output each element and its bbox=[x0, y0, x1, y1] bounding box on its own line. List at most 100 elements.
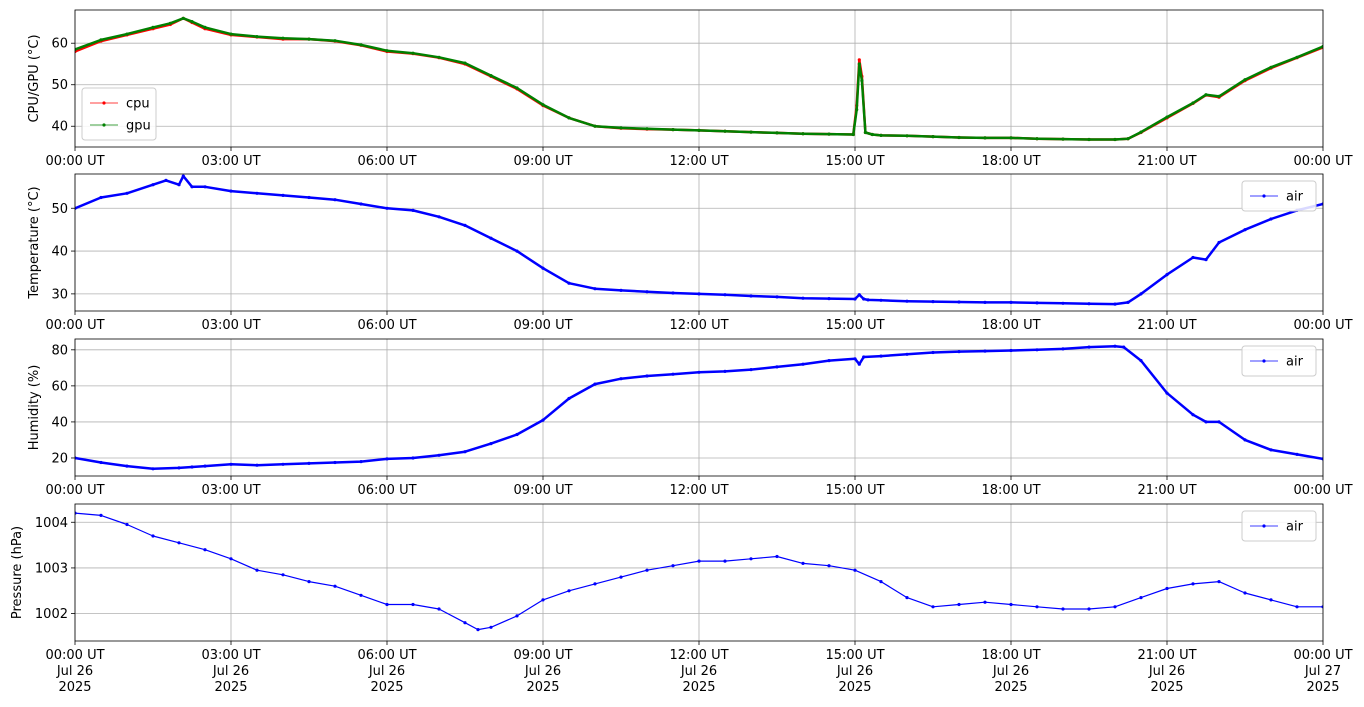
data-point-air bbox=[1139, 292, 1143, 296]
data-point-air bbox=[697, 292, 701, 296]
x-tick-label: 21:00 UT bbox=[1137, 483, 1196, 498]
data-point-air bbox=[99, 460, 103, 465]
panel-1: 00:00 UT 03:00 UT 06:00 UT 09:00 UT 12:00 UT… bbox=[27, 9, 1353, 169]
data-point-air bbox=[476, 628, 480, 632]
data-point-air bbox=[1191, 255, 1195, 260]
data-point-air bbox=[567, 281, 571, 285]
data-point-air bbox=[229, 462, 233, 466]
x-tick-label: 00:00 UT bbox=[45, 154, 104, 169]
data-point-gpu bbox=[645, 127, 649, 131]
data-point-air bbox=[853, 357, 857, 361]
data-point-air bbox=[749, 294, 753, 298]
x-tick-label: 06:00 UT bbox=[357, 483, 416, 498]
data-point-air bbox=[1035, 301, 1039, 305]
data-point-air bbox=[567, 589, 571, 593]
plot-area bbox=[75, 16, 1323, 142]
data-point-air bbox=[1165, 391, 1169, 395]
data-point-air bbox=[983, 600, 987, 604]
data-point-air bbox=[749, 368, 753, 372]
data-point-air bbox=[775, 554, 779, 559]
data-point-air bbox=[593, 382, 597, 386]
data-point-air bbox=[515, 614, 519, 618]
data-point-air bbox=[333, 584, 337, 588]
data-point-air bbox=[879, 580, 883, 584]
y-tick-label: 1003 bbox=[35, 561, 68, 576]
data-point-air bbox=[697, 370, 701, 374]
data-point-air bbox=[931, 350, 935, 355]
data-point-air bbox=[1269, 217, 1273, 221]
x-tick-label: 21:00 UT bbox=[1137, 648, 1196, 663]
legend: air bbox=[1241, 180, 1317, 212]
y-tick-label: 20 bbox=[51, 451, 68, 466]
x-tick-date-label: Jul 26 bbox=[680, 664, 717, 679]
data-point-air bbox=[905, 352, 909, 356]
data-point-air bbox=[1061, 607, 1065, 611]
x-tick-year-label: 2025 bbox=[58, 680, 91, 695]
legend-marker-cpu bbox=[102, 101, 106, 105]
x-tick-date-label: Jul 26 bbox=[992, 664, 1029, 679]
y-axis-label: Pressure (hPa) bbox=[10, 526, 25, 619]
data-point-gpu bbox=[489, 74, 493, 78]
x-tick-year-label: 2025 bbox=[1306, 680, 1339, 695]
legend-label-gpu: gpu bbox=[126, 119, 151, 134]
data-point-air bbox=[164, 178, 168, 182]
data-point-air bbox=[1295, 605, 1299, 609]
data-point-air bbox=[1243, 438, 1247, 442]
y-axis-label: Humidity (%) bbox=[27, 365, 42, 451]
axes-frame bbox=[74, 173, 1324, 312]
data-point-air bbox=[749, 557, 753, 561]
data-point-air bbox=[827, 564, 831, 568]
data-point-air bbox=[1165, 273, 1169, 277]
x-tick-date-label: Jul 26 bbox=[212, 664, 249, 679]
x-tick-label: 00:00 UT bbox=[45, 483, 104, 498]
y-tick-label: 80 bbox=[51, 343, 68, 358]
legend: cpu gpu bbox=[81, 87, 157, 141]
data-point-air bbox=[645, 568, 649, 572]
x-tick-label: 09:00 UT bbox=[513, 154, 572, 169]
x-tick-year-label: 2025 bbox=[838, 680, 871, 695]
data-point-air bbox=[1087, 345, 1091, 349]
data-point-air bbox=[437, 607, 441, 611]
data-point-air bbox=[1035, 605, 1039, 609]
axes-frame bbox=[74, 503, 1324, 642]
data-point-air bbox=[515, 249, 519, 253]
data-point-air bbox=[437, 215, 441, 219]
data-point-air bbox=[1243, 228, 1247, 232]
legend: air bbox=[1241, 510, 1317, 542]
data-point-air bbox=[905, 596, 909, 600]
data-point-gpu bbox=[1204, 93, 1208, 97]
x-tick-label: 00:00 UT bbox=[1293, 648, 1352, 663]
data-point-air bbox=[203, 185, 207, 189]
legend-label-air: air bbox=[1286, 520, 1304, 535]
data-point-air bbox=[1009, 348, 1013, 353]
data-point-air bbox=[723, 293, 727, 297]
data-point-air bbox=[1113, 344, 1117, 348]
x-tick-year-label: 2025 bbox=[526, 680, 559, 695]
data-point-gpu bbox=[1139, 130, 1143, 134]
data-point-air bbox=[203, 548, 207, 552]
data-point-air bbox=[671, 291, 675, 295]
data-point-gpu bbox=[775, 131, 779, 135]
x-tick-label: 03:00 UT bbox=[201, 154, 260, 169]
data-point-air bbox=[853, 568, 857, 572]
legend-box bbox=[1241, 180, 1317, 212]
data-point-air bbox=[125, 522, 129, 527]
panel-2: 00:00 UT 03:00 UT 06:00 UT 09:00 UT 12:00 UT… bbox=[27, 173, 1353, 333]
data-point-air bbox=[801, 296, 805, 300]
plot-area bbox=[75, 174, 1323, 306]
x-tick-label: 15:00 UT bbox=[825, 154, 884, 169]
data-point-air bbox=[957, 300, 961, 304]
data-point-air bbox=[151, 467, 155, 471]
data-point-air bbox=[983, 300, 987, 304]
data-point-air bbox=[307, 195, 311, 200]
data-point-air bbox=[827, 359, 831, 363]
x-tick-label: 15:00 UT bbox=[825, 483, 884, 498]
x-tick-label: 21:00 UT bbox=[1137, 318, 1196, 333]
data-point-air bbox=[307, 461, 311, 465]
data-point-air bbox=[645, 374, 649, 378]
data-point-gpu bbox=[1295, 55, 1299, 59]
y-tick-label: 60 bbox=[51, 37, 68, 52]
data-point-air bbox=[775, 295, 779, 299]
data-point-gpu bbox=[1269, 65, 1273, 69]
x-tick-label: 03:00 UT bbox=[201, 318, 260, 333]
